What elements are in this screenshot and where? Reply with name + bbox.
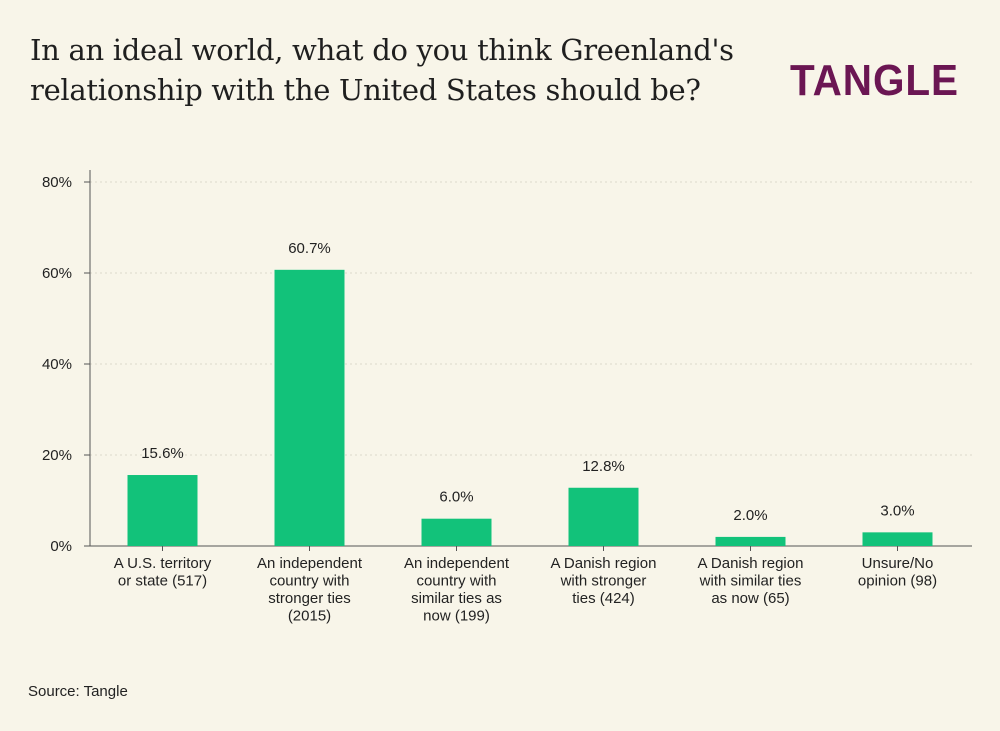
data-label-3: 6.0% — [439, 489, 473, 506]
title-line-2: relationship with the United States shou… — [30, 73, 701, 107]
x-tick-label-line: A U.S. territory — [114, 555, 212, 572]
x-tick-label-4: A Danish region with stronger ties (424) — [551, 555, 657, 607]
x-tick-label-line: A Danish region — [551, 555, 657, 572]
x-tick-label-6: Unsure/No opinion (98) — [858, 555, 937, 590]
x-tick-label-1: A U.S. territory or state (517) — [114, 555, 212, 590]
x-tick-label-line: country with — [416, 573, 496, 590]
x-tick-label-line: with similar ties — [699, 573, 802, 590]
tangle-logo: TANGLE — [790, 56, 959, 105]
x-tick-label-line: Unsure/No — [862, 555, 934, 572]
x-tick-label-3: An independent country with similar ties a… — [404, 555, 510, 625]
bar-4 — [568, 487, 639, 546]
x-tick-label-line: with stronger — [560, 573, 647, 590]
data-label-4: 12.8% — [582, 458, 625, 475]
bar-1 — [127, 475, 198, 546]
chart-title: In an ideal world, what do you think Gre… — [30, 30, 750, 110]
title-line-1: In an ideal world, what do you think Gre… — [30, 33, 734, 67]
y-tick-label: 0% — [50, 538, 72, 555]
bar-5 — [715, 536, 786, 546]
x-tick-label-line: A Danish region — [698, 555, 804, 572]
y-tick-label: 40% — [42, 356, 72, 373]
x-tick-label-line: similar ties as — [411, 590, 502, 607]
data-label-1: 15.6% — [141, 445, 184, 462]
bar-6 — [862, 532, 933, 546]
x-tick-label-line: ties (424) — [572, 590, 635, 607]
y-tick-label: 20% — [42, 447, 72, 464]
x-tick-label-line: or state (517) — [118, 573, 207, 590]
x-tick-label-line: country with — [269, 573, 349, 590]
source-note: Source: Tangle — [28, 683, 128, 700]
data-label-6: 3.0% — [880, 502, 914, 519]
x-tick-label-line: An independent — [404, 555, 510, 572]
x-tick-label-line: opinion (98) — [858, 573, 937, 590]
y-tick-label: 80% — [42, 174, 72, 191]
x-tick-label-line: stronger ties — [268, 590, 351, 607]
x-tick-label-line: as now (65) — [711, 590, 789, 607]
x-tick-label-line: An independent — [257, 555, 363, 572]
x-tick-label-2: An independent country with stronger ties(… — [257, 555, 363, 625]
y-tick-label: 60% — [42, 265, 72, 282]
data-label-5: 2.0% — [733, 507, 767, 524]
data-label-2: 60.7% — [288, 240, 331, 257]
bar-2 — [274, 269, 345, 546]
bar-3 — [421, 518, 492, 546]
x-tick-label-line: now (199) — [423, 608, 490, 625]
x-tick-label-5: A Danish region with similar ties as now (… — [698, 555, 804, 607]
x-tick-label-line: (2015) — [288, 608, 331, 625]
